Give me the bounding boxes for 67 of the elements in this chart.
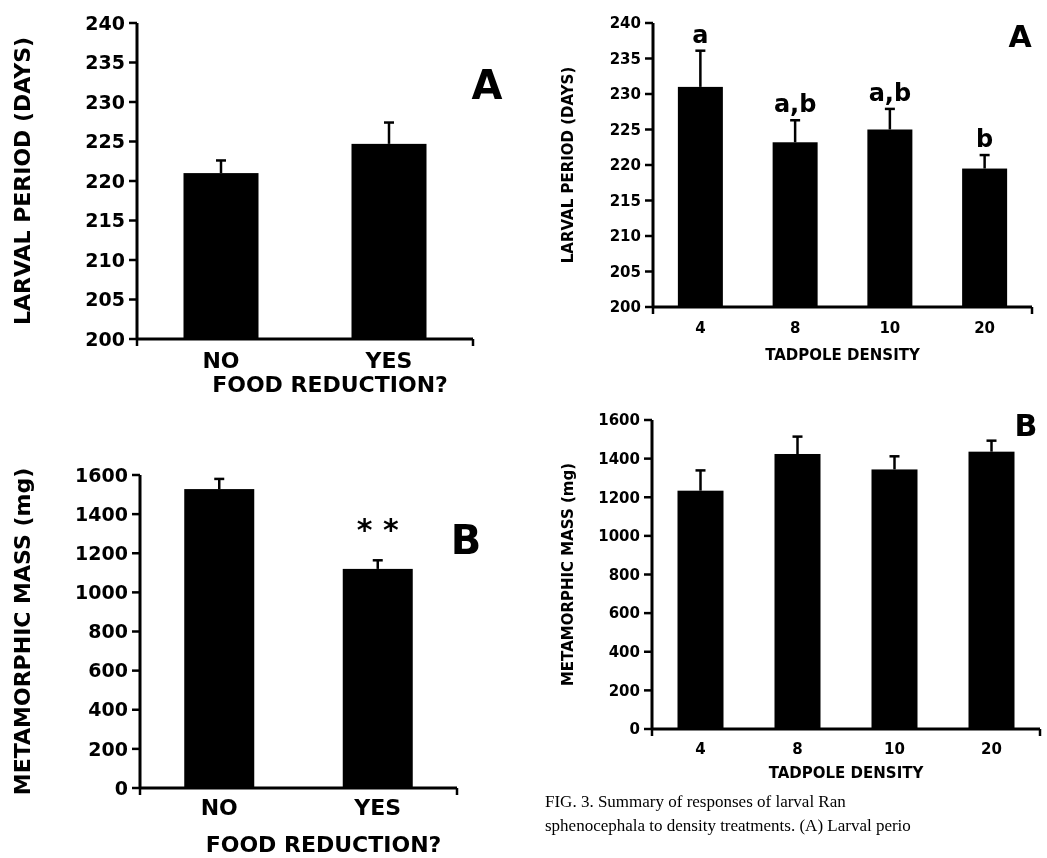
- annotation: a,b: [868, 78, 912, 107]
- x-axis-title: TADPOLE DENSITY: [765, 346, 921, 364]
- x-tick-label: 4: [695, 319, 706, 337]
- y-axis-title: METAMORPHIC MASS (mg): [559, 462, 578, 687]
- x-tick-label: NO: [202, 348, 240, 373]
- y-tick-label: 215: [85, 209, 125, 232]
- y-tick-label: 1600: [598, 411, 640, 430]
- x-tick-label: 10: [884, 740, 905, 758]
- annotation: B: [450, 517, 482, 563]
- x-tick-label: 8: [789, 319, 801, 337]
- y-tick-label: 225: [85, 130, 125, 153]
- y-tick-label: 210: [609, 227, 641, 246]
- x-tick-label: NO: [200, 795, 238, 820]
- y-axis-title: METAMORPHIC MASS (mg): [9, 467, 35, 796]
- caption: FIG. 3. Summary of responses of larval Ran: [545, 792, 847, 811]
- y-tick-label: 1000: [598, 527, 640, 546]
- annotation: a,b: [773, 90, 817, 119]
- y-axis-title: LARVAL PERIOD (DAYS): [559, 66, 578, 264]
- x-tick-label: YES: [364, 348, 413, 373]
- y-tick-label: 235: [609, 49, 641, 68]
- annotation: B: [1014, 407, 1038, 443]
- y-tick-label: 1400: [598, 449, 640, 468]
- y-tick-label: 235: [85, 51, 125, 74]
- annotation: A: [471, 62, 503, 108]
- annotation: * *: [356, 512, 399, 548]
- annotation: a: [692, 20, 709, 49]
- y-tick-label: 240: [609, 14, 641, 33]
- y-tick-label: 1200: [598, 488, 640, 507]
- y-tick-label: 225: [609, 120, 641, 139]
- y-tick-label: 600: [608, 604, 640, 623]
- y-tick-label: 220: [85, 169, 125, 192]
- y-tick-label: 210: [85, 248, 125, 271]
- x-axis-title: FOOD REDUCTION?: [205, 832, 442, 857]
- x-tick-label: YES: [353, 795, 402, 820]
- y-tick-label: 230: [85, 90, 125, 113]
- y-tick-label: 0: [629, 720, 640, 739]
- y-tick-label: 240: [85, 11, 125, 34]
- y-tick-label: 800: [88, 620, 128, 643]
- y-tick-label: 205: [85, 288, 125, 311]
- y-tick-label: 1400: [75, 502, 128, 525]
- y-tick-label: 220: [609, 156, 641, 175]
- x-axis-title: FOOD REDUCTION?: [212, 372, 448, 397]
- y-tick-label: 1200: [75, 541, 128, 564]
- y-tick-label: 205: [609, 262, 641, 281]
- y-tick-label: 200: [88, 737, 128, 760]
- annotation: b: [976, 125, 994, 154]
- y-tick-label: 1000: [75, 581, 128, 604]
- x-tick-label: 8: [792, 740, 803, 758]
- y-tick-label: 200: [609, 298, 641, 317]
- y-tick-label: 200: [85, 327, 125, 350]
- x-tick-label: 10: [879, 319, 901, 337]
- x-axis-title: TADPOLE DENSITY: [768, 764, 925, 782]
- y-tick-label: 0: [114, 776, 128, 799]
- text: sphenocephala to density treatments. (A) Larval perio: [545, 816, 911, 835]
- y-tick-label: 215: [609, 191, 641, 210]
- y-tick-label: 400: [88, 698, 128, 721]
- x-tick-label: 20: [981, 740, 1002, 758]
- y-tick-label: 200: [608, 681, 640, 700]
- y-tick-label: 800: [608, 565, 640, 584]
- y-axis-title: LARVAL PERIOD (DAYS): [9, 36, 35, 326]
- x-tick-label: 20: [974, 319, 996, 337]
- y-tick-label: 600: [88, 659, 128, 682]
- x-tick-label: 4: [695, 740, 706, 758]
- annotation: A: [1008, 18, 1033, 54]
- y-tick-label: 1600: [75, 463, 128, 486]
- y-tick-label: 230: [609, 85, 641, 104]
- y-tick-label: 400: [608, 643, 640, 661]
